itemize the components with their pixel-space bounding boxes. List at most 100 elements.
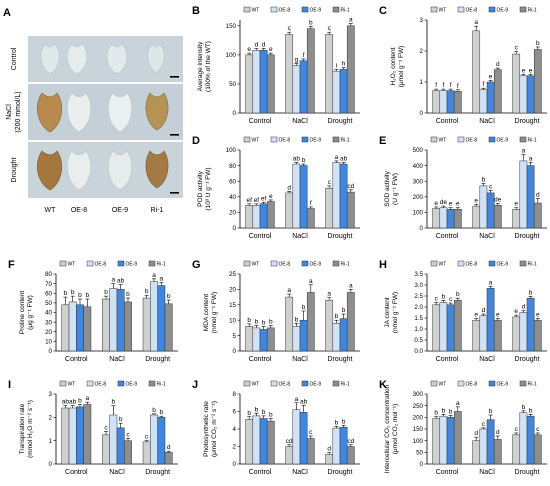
legend-label: OE-9 (126, 262, 138, 268)
legend: WT OE-8 OE-9 Ri-1 (430, 260, 537, 268)
bar (109, 414, 118, 465)
significance-letter: cd (286, 438, 293, 445)
y-tick-label: 25 (229, 271, 236, 278)
y-axis-label: (μmol CO₂ mol⁻¹) (392, 404, 399, 455)
y-axis-label: Intercellular CO₂ concentration (384, 384, 391, 473)
significance-letter: b (269, 318, 273, 325)
x-tick-label: Control (436, 118, 459, 125)
bar (164, 303, 173, 352)
bar (325, 299, 334, 352)
legend-label: OE-9 (310, 138, 322, 144)
significance-letter: b (64, 290, 68, 297)
legend-swatch (148, 380, 156, 387)
legend: WT OE-8 OE-9 Ri-1 (59, 380, 166, 388)
x-tick-label: NaCl (109, 469, 125, 476)
legend: WT OE-8 OE-9 Ri-1 (59, 260, 166, 268)
legend-swatch (488, 136, 496, 143)
legend-label: OE-9 (497, 138, 509, 144)
legend-label: OE-8 (466, 262, 478, 268)
significance-letter: c (145, 434, 149, 441)
scale-bar (170, 134, 179, 136)
y-tick-label: 20 (229, 210, 236, 217)
x-tick-label: Control (249, 469, 272, 476)
legend-label: Ri-1 (528, 262, 537, 268)
significance-letter: a (160, 276, 164, 283)
legend-swatch (488, 6, 496, 13)
significance-letter: c (435, 296, 439, 303)
bar (83, 306, 92, 352)
y-tick-label: 300 (413, 178, 424, 185)
bar (245, 326, 254, 352)
legend-label: WT (252, 138, 260, 144)
significance-letter: i (336, 62, 337, 69)
leaf-nacl-ri1 (145, 92, 169, 131)
y-tick-label: 3.5 (414, 271, 423, 278)
bar (285, 34, 294, 114)
bar (453, 91, 462, 114)
x-tick-label: Control (249, 356, 272, 363)
legend-label: Ri-1 (341, 382, 350, 388)
y-axis-label: (U g⁻¹ FW) (392, 173, 399, 205)
significance-letter: e (536, 311, 540, 318)
row-label-nacl: NaCl (6, 104, 13, 120)
significance-letter: b (247, 317, 251, 324)
y-tick-label: 6 (233, 409, 237, 416)
bar (292, 326, 301, 352)
bar (164, 452, 173, 465)
significance-letter: b (522, 404, 526, 411)
leaf-nacl-oe8 (66, 92, 92, 133)
x-tick-label: NaCl (292, 469, 308, 476)
y-axis-label: Transpiration rate (19, 403, 26, 454)
bar (142, 297, 151, 352)
row-label-drought: Drought (11, 157, 18, 182)
y-tick-label: 150 (226, 23, 237, 30)
significance-letter: b (247, 410, 251, 417)
legend: WT OE-8 OE-9 Ri-1 (430, 6, 537, 14)
bar (306, 438, 315, 465)
leaf-control-oe8 (66, 43, 88, 75)
legend-label: OE-8 (466, 382, 478, 388)
panel-c: C WT OE-8 OE-9 Ri-1 0 1 2 3 H₂O₂ content (μmol g⁻¹… (379, 5, 547, 125)
y-tick-label: 10 (45, 339, 52, 346)
y-tick-label: 40 (229, 194, 236, 201)
bar (339, 69, 348, 114)
bar (472, 319, 481, 352)
y-tick-label: 70 (45, 281, 52, 288)
bar (533, 202, 542, 229)
significance-letter: b (529, 289, 533, 296)
panel-letter: G (192, 259, 201, 271)
bar (479, 428, 488, 465)
y-tick-label: 100 (413, 438, 424, 445)
leaf-control-ri1 (147, 43, 165, 74)
y-tick-label: 40 (45, 310, 52, 317)
x-tick-label: NaCl (292, 233, 308, 240)
significance-letter: b (335, 313, 339, 320)
y-tick-label: 10 (229, 317, 236, 324)
legend-swatch (430, 260, 438, 267)
legend-swatch (457, 380, 465, 387)
leaf-nacl-oe9 (107, 92, 133, 133)
significance-letter: b (78, 292, 82, 299)
significance-letter: b (104, 289, 108, 296)
bar (252, 49, 261, 114)
bar (519, 160, 528, 229)
y-tick-label: 1.0 (414, 326, 423, 333)
significance-letter: e (456, 201, 460, 208)
row-label-nacl-conc: (200 mmol/L) (15, 91, 22, 132)
y-tick-label: 50 (45, 300, 52, 307)
bar (526, 75, 535, 114)
y-tick-label: 0 (233, 225, 237, 232)
panel-b: B WT OE-8 OE-9 Ri-1 0 50 100 150 Average intensit… (192, 5, 360, 125)
significance-letter: f (303, 52, 305, 59)
bar (432, 90, 441, 114)
legend-label: Ri-1 (528, 138, 537, 144)
bar (479, 89, 488, 114)
legend-label: WT (439, 262, 447, 268)
y-axis-label: (nmol g⁻¹ FW) (211, 292, 218, 333)
bar (472, 205, 481, 229)
significance-letter: b (160, 409, 164, 416)
y-tick-label: 3 (49, 391, 53, 398)
bar (252, 327, 261, 352)
x-tick-label: Drought (145, 356, 170, 363)
